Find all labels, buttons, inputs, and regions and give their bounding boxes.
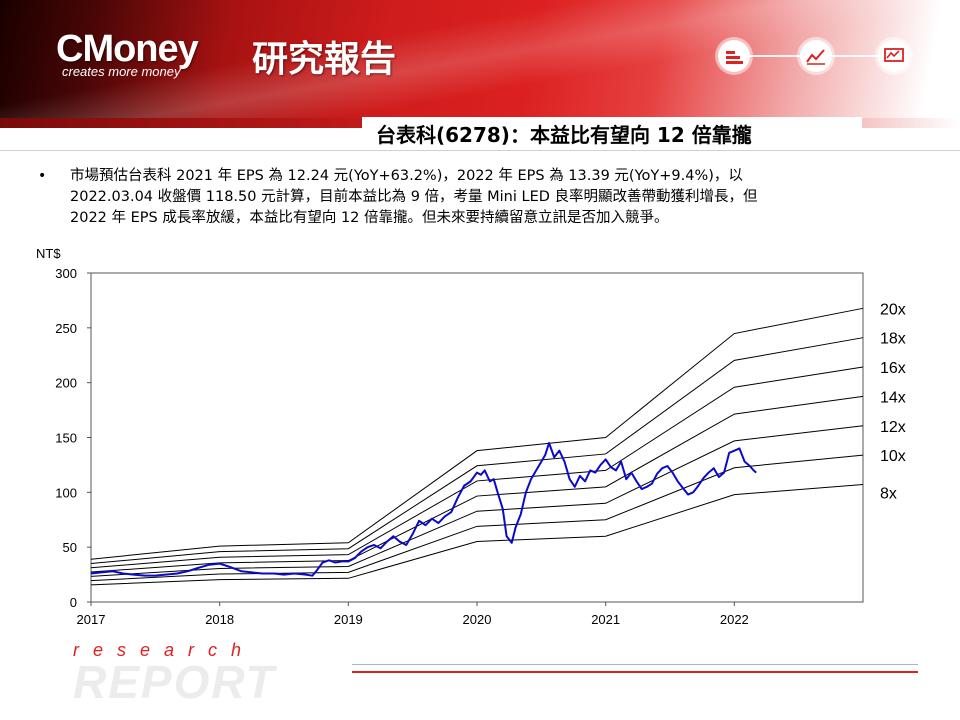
x-tick-label: 2020 <box>463 612 492 627</box>
pe-band-label-8x: 8x <box>880 486 897 503</box>
x-tick-label: 2018 <box>205 612 234 627</box>
slide-title: 台表科(6278)：本益比有望向 12 倍靠攏 <box>376 123 752 147</box>
y-tick-label: 250 <box>55 321 77 336</box>
pe-band-label-10x: 10x <box>880 448 906 465</box>
bullet-paragraph: 市場預估台表科 2021 年 EPS 為 12.24 元(YoY+63.2%)，… <box>70 166 930 229</box>
pe-band-label-20x: 20x <box>880 301 906 318</box>
bar-chart-icon[interactable] <box>718 40 750 72</box>
pe-band-chart-svg: 0 50 100 150 200 250 300 NT$ 2017 2018 2019 2020 202… <box>36 246 906 627</box>
footer-research: research <box>73 640 256 660</box>
header-streak <box>0 0 960 128</box>
y-tick-label: 150 <box>55 431 77 446</box>
footer-report: REPORT <box>73 656 276 708</box>
y-tick-label: 200 <box>55 376 77 391</box>
header-banner <box>0 0 960 128</box>
title-bar <box>362 117 862 149</box>
footer-rule-blue <box>352 664 918 665</box>
pe-band-line-20x <box>90 307 864 560</box>
footer-rule-red <box>352 671 918 673</box>
pe-band-label-18x: 18x <box>880 331 906 348</box>
pe-band-line-16x <box>90 366 864 569</box>
x-tick-label: 2022 <box>720 612 749 627</box>
brand-report-title: 研究報告 <box>252 39 397 80</box>
pe-band-line-18x <box>90 337 864 565</box>
y-axis-unit: NT$ <box>36 246 61 261</box>
title-divider <box>0 150 960 151</box>
pe-band-chart: 0 50 100 150 200 250 300 NT$ 2017 2018 2019 2020 202… <box>0 240 960 640</box>
bullet-line-1: 市場預估台表科 2021 年 EPS 為 12.24 元(YoY+63.2%)，… <box>70 168 743 184</box>
monitor-chart-icon[interactable] <box>878 40 910 72</box>
pe-band-line-12x <box>90 425 864 577</box>
y-tick-label: 300 <box>55 266 77 281</box>
x-tick-label: 2017 <box>77 612 106 627</box>
pe-band-line-10x <box>90 454 864 582</box>
brand-tagline: creates more money <box>62 64 181 79</box>
pe-band-label-12x: 12x <box>880 419 906 436</box>
brand-logo: CMoney <box>56 28 199 70</box>
y-tick-label: 50 <box>63 540 77 555</box>
pe-band-label-14x: 14x <box>880 389 906 406</box>
bullet-line-3: 2022 年 EPS 成長率放緩，本益比有望向 12 倍靠攏。但未來要持續留意立… <box>70 210 669 226</box>
plot-frame <box>90 272 864 603</box>
pe-band-line-8x <box>90 484 864 586</box>
line-chart-icon[interactable] <box>800 40 832 72</box>
x-tick-label: 2019 <box>334 612 363 627</box>
x-tick-label: 2021 <box>591 612 620 627</box>
bullet-line-2: 2022.03.04 收盤價 118.50 元計算，目前本益比為 9 倍，考量 … <box>70 189 758 205</box>
y-tick-label: 100 <box>55 485 77 500</box>
y-tick-label: 0 <box>70 595 77 610</box>
price-series-line <box>90 441 757 577</box>
pe-band-label-16x: 16x <box>880 360 906 377</box>
bullet-marker: • <box>38 168 47 184</box>
